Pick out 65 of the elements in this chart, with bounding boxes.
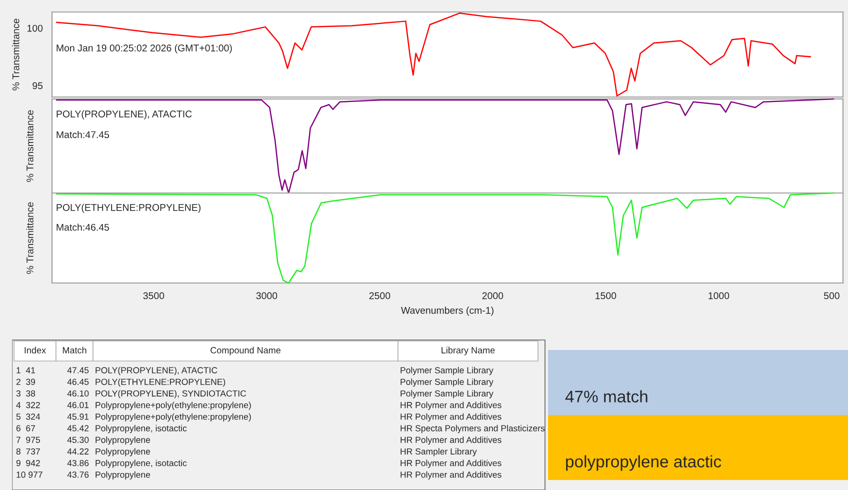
y-tick-label: 100 [27, 24, 43, 32]
y-axis-title: % Transmittance [26, 110, 34, 182]
text: 44.22 [67, 448, 89, 454]
text: 46.01 [67, 402, 89, 408]
annotation: POLY(ETHYLENE:PROPYLENE) [56, 204, 201, 213]
text: POLY(PROPYLENE), SYNDIOTACTIC [96, 390, 246, 398]
x-axis-title: Wavenumbers (cm-1) [401, 306, 494, 316]
category-label: Library Name [442, 346, 495, 356]
category-label: Index [24, 346, 46, 354]
annotation: Match:46.45 [56, 224, 110, 231]
text: POLY(PROPYLENE), ATACTIC [96, 366, 218, 376]
category-label: Match [62, 346, 86, 354]
text: 7 975 [16, 436, 40, 443]
text: polypropylene atactic [566, 455, 722, 471]
text: 43.76 [67, 472, 89, 478]
text: Polypropylene+poly(ethylene:propylene) [96, 413, 251, 422]
text: Polypropylene [96, 471, 150, 480]
text: 5 324 [16, 414, 40, 420]
annotation: Mon Jan 19 00:25:02 2026 (GMT+01:00) [56, 44, 232, 54]
text: Polymer Sample Library [400, 390, 494, 398]
annotation: Match:47.45 [56, 130, 110, 138]
y-axis-title: % Transmittance [12, 18, 20, 90]
text: 9 942 [16, 460, 40, 466]
x-tick-label: 2000 [482, 292, 504, 300]
text: 45.91 [67, 414, 89, 420]
category-label: Compound Name [210, 346, 280, 356]
text: Polypropylene+poly(ethylene:propylene) [96, 402, 251, 410]
text: 1 41 [16, 367, 36, 374]
text: 2 39 [16, 378, 36, 385]
text: HR Polymer and Additives [400, 436, 502, 445]
text: Polypropylene, isotactic [96, 424, 187, 434]
text: HR Polymer and Additives [400, 402, 502, 410]
text: 45.42 [67, 425, 89, 432]
text: HR Sampler Library [400, 448, 477, 456]
text: Polypropylene [96, 448, 150, 456]
x-tick-label: 2500 [369, 292, 390, 300]
x-tick-label: 1500 [596, 292, 616, 300]
annotation: POLY(PROPYLENE), ATACTIC [56, 110, 192, 120]
text: 46.10 [67, 390, 89, 397]
text: 3 38 [16, 390, 36, 397]
y-tick-label: 95 [32, 82, 43, 90]
text: HR Polymer and Additives [400, 460, 502, 468]
text: Polymer Sample Library [400, 378, 494, 387]
text: 45.30 [67, 436, 89, 443]
text: HR Polymer and Additives [400, 471, 502, 480]
text: HR Specta Polymers and Plasticizers [400, 424, 545, 434]
text: Polypropylene [96, 436, 150, 445]
line-series [56, 12, 812, 96]
text: 43.86 [67, 460, 89, 466]
x-tick-label: 3500 [143, 292, 164, 300]
x-tick-label: 3000 [256, 292, 278, 300]
x-tick-label: 500 [824, 292, 840, 300]
text: 46.45 [67, 378, 89, 385]
text: 47% match [565, 390, 648, 402]
text: Polypropylene, isotactic [96, 460, 187, 468]
text: POLY(ETHYLENE:PROPYLENE) [96, 378, 226, 387]
text: Polymer Sample Library [400, 366, 494, 376]
text: 8 737 [16, 448, 40, 455]
text: 6 67 [16, 425, 36, 432]
text: 4 322 [16, 402, 40, 408]
x-tick-label: 1000 [708, 292, 730, 300]
y-axis-title: % Transmittance [26, 202, 34, 274]
text: 10 977 [16, 472, 42, 478]
text: HR Polymer and Additives [400, 413, 502, 422]
text: 47.45 [67, 367, 89, 374]
